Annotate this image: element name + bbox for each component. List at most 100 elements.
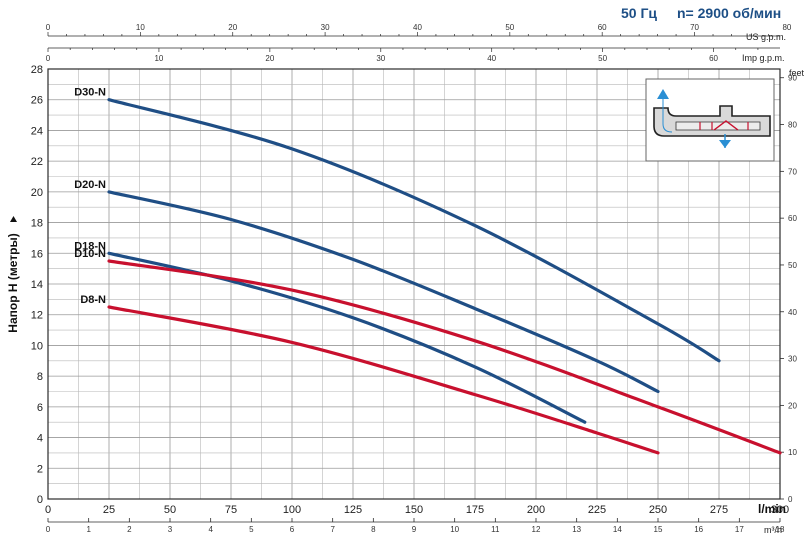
series-line-d20-n <box>107 190 660 394</box>
series-line-d8-n <box>107 305 660 455</box>
series-line-d18-n <box>107 251 587 424</box>
m3h-tick-label: 1 <box>86 525 91 534</box>
x-tick-label: 125 <box>344 504 362 516</box>
x-tick-label: 75 <box>225 504 237 516</box>
y-tick-label: 20 <box>31 187 43 199</box>
us-gpm-tick-label: 30 <box>321 23 330 32</box>
m3h-tick-label: 8 <box>371 525 376 534</box>
y-tick-label: 24 <box>31 125 43 137</box>
us-gpm-unit: US g.p.m. <box>746 32 786 42</box>
y-tick-label: 6 <box>37 402 43 414</box>
us-gpm-tick-label: 10 <box>136 23 145 32</box>
feet-tick-label: 20 <box>788 401 797 410</box>
y-tick-label: 26 <box>31 95 43 107</box>
y-tick-label: 8 <box>37 371 43 383</box>
x-axis-lmin: 0 25 50 75 100 125 150 175 200 225 250 275 300 <box>45 504 789 516</box>
y-tick-label: 4 <box>37 433 43 445</box>
imp-gpm-unit: Imp g.p.m. <box>742 53 785 63</box>
m3h-tick-label: 12 <box>532 525 541 534</box>
m3h-tick-label: 16 <box>694 525 703 534</box>
y-tick-label: 22 <box>31 156 43 168</box>
imp-gpm-tick-label: 60 <box>709 54 718 63</box>
x-tick-label: 25 <box>103 504 115 516</box>
m3h-tick-label: 0 <box>46 525 51 534</box>
frequency-label: 50 Гц <box>621 5 657 21</box>
x-tick-label: 300 <box>771 504 789 516</box>
feet-unit: feet <box>789 68 805 78</box>
y-tick-label: 16 <box>31 248 43 260</box>
feet-tick-label: 10 <box>788 448 797 457</box>
m3h-tick-label: 17 <box>735 525 744 534</box>
m3h-tick-label: 14 <box>613 525 622 534</box>
x-tick-label: 0 <box>45 504 51 516</box>
m3h-tick-label: 18 <box>776 525 785 534</box>
m3h-tick-label: 3 <box>168 525 173 534</box>
series-label-d8-n: D8-N <box>80 294 106 306</box>
feet-tick-label: 80 <box>788 121 797 130</box>
feet-tick-label: 50 <box>788 261 797 270</box>
lmin-unit: l/min <box>758 502 786 516</box>
x-tick-label: 150 <box>405 504 423 516</box>
series-line-d30-n <box>107 98 721 363</box>
us-gpm-tick-label: 60 <box>598 23 607 32</box>
x-tick-label: 200 <box>527 504 545 516</box>
bottom-axis-m3h: 0 1 2 3 4 5 6 7 8 9 10 11 12 13 14 15 16 17 18 <box>46 518 785 534</box>
x-tick-label: 250 <box>649 504 667 516</box>
m3h-tick-label: 10 <box>450 525 459 534</box>
x-tick-label: 100 <box>283 504 301 516</box>
imp-gpm-tick-label: 40 <box>487 54 496 63</box>
series-label-d20-n: D20-N <box>74 179 106 191</box>
y-tick-label: 10 <box>31 340 43 352</box>
us-gpm-tick-label: 40 <box>413 23 422 32</box>
y-tick-label: 12 <box>31 310 43 322</box>
m3h-tick-label: 7 <box>330 525 335 534</box>
y-axis-title: Напор H (метры) <box>6 233 20 332</box>
right-axis-feet: 0 10 20 30 40 50 60 70 80 90 <box>780 74 797 504</box>
us-gpm-tick-label: 0 <box>46 23 51 32</box>
y-tick-label: 2 <box>37 463 43 475</box>
m3h-tick-label: 4 <box>208 525 213 534</box>
m3h-unit: m³/h <box>764 525 782 535</box>
imp-gpm-tick-label: 30 <box>376 54 385 63</box>
feet-tick-label: 40 <box>788 308 797 317</box>
m3h-tick-label: 6 <box>290 525 295 534</box>
m3h-tick-label: 15 <box>654 525 663 534</box>
feet-tick-label: 30 <box>788 355 797 364</box>
speed-label: n= 2900 об/мин <box>677 5 781 21</box>
us-gpm-tick-label: 20 <box>228 23 237 32</box>
m3h-tick-label: 5 <box>249 525 254 534</box>
plot-frame <box>47 68 781 500</box>
x-tick-label: 225 <box>588 504 606 516</box>
feet-tick-label: 60 <box>788 214 797 223</box>
series-label-d10-n: D10-N <box>74 248 106 260</box>
m3h-tick-label: 2 <box>127 525 132 534</box>
m3h-tick-label: 13 <box>572 525 581 534</box>
y-tick-label: 0 <box>37 494 43 506</box>
x-tick-label: 275 <box>710 504 728 516</box>
y-tick-label: 28 <box>31 64 43 76</box>
imp-gpm-tick-label: 20 <box>265 54 274 63</box>
series-line-d10-n <box>107 259 782 455</box>
us-gpm-tick-label: 70 <box>690 23 699 32</box>
us-gpm-tick-label: 50 <box>505 23 514 32</box>
top-axis-us-gpm: 0 10 20 30 40 50 60 70 80 <box>46 23 792 36</box>
y-tick-label: 18 <box>31 218 43 230</box>
m3h-tick-label: 11 <box>491 525 500 534</box>
feet-tick-label: 90 <box>788 74 797 83</box>
series-label-d18-n: D18-N <box>74 240 106 252</box>
imp-gpm-tick-label: 10 <box>154 54 163 63</box>
top-axis-imp-gpm: 0 10 20 30 40 50 60 <box>46 48 759 63</box>
m3h-tick-label: 9 <box>412 525 417 534</box>
x-tick-label: 175 <box>466 504 484 516</box>
y-axis-arrow-icon <box>10 216 17 222</box>
pump-impeller-cross-section-icon <box>645 78 775 162</box>
x-tick-label: 50 <box>164 504 176 516</box>
us-gpm-tick-label: 80 <box>782 23 791 32</box>
imp-gpm-tick-label: 50 <box>598 54 607 63</box>
series-label-d30-n: D30-N <box>74 87 106 99</box>
y-tick-label: 14 <box>31 279 43 291</box>
feet-tick-label: 70 <box>788 167 797 176</box>
feet-tick-label: 0 <box>788 495 793 504</box>
